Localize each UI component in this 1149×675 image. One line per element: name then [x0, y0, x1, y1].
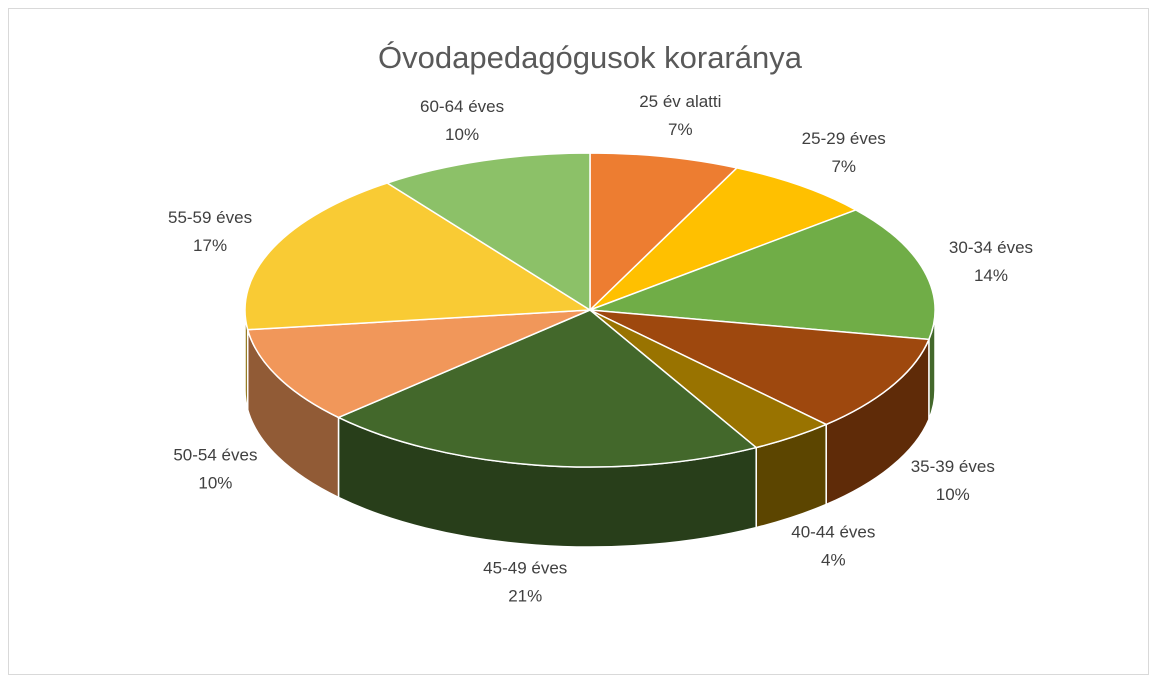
data-label-value: 10% — [445, 125, 479, 144]
data-label-category: 25-29 éves — [802, 130, 886, 149]
data-label-category: 55-59 éves — [168, 209, 252, 228]
data-label-category: 25 év alatti — [639, 92, 721, 111]
data-label-category: 40-44 éves — [791, 523, 875, 542]
data-label: 40-44 éves 4% — [791, 523, 875, 570]
data-label-value: 10% — [936, 485, 970, 504]
pie-slice — [336, 309, 758, 468]
data-label-value: 17% — [193, 237, 227, 256]
data-label-category: 45-49 éves — [483, 559, 567, 578]
data-label: 25-29 éves 7% — [802, 130, 886, 177]
pie-slice — [385, 152, 591, 312]
data-label: 35-39 éves 10% — [911, 457, 995, 504]
data-label: 50-54 éves 10% — [173, 446, 257, 493]
data-label-value: 4% — [821, 551, 846, 570]
data-label-category: 35-39 éves — [911, 457, 995, 476]
data-label: 60-64 éves 10% — [420, 97, 504, 144]
data-label: 30-34 éves 14% — [949, 239, 1033, 286]
pie-slice — [589, 309, 930, 426]
data-label: 25 év alatti 7% — [639, 92, 721, 139]
pie-slice — [589, 209, 936, 341]
pie-slice — [246, 309, 591, 419]
pie-slice — [589, 167, 858, 311]
data-label-category: 60-64 éves — [420, 97, 504, 116]
data-label: 55-59 éves 17% — [168, 209, 252, 256]
data-label-value: 21% — [508, 587, 542, 606]
chart-title: Óvodapedagógusok koraránya — [378, 40, 803, 75]
data-label-category: 30-34 éves — [949, 239, 1033, 258]
data-label-category: 50-54 éves — [173, 446, 257, 465]
data-label-value: 14% — [974, 267, 1008, 286]
data-label-value: 7% — [668, 120, 693, 139]
data-label-value: 7% — [831, 158, 856, 177]
data-label-value: 10% — [198, 474, 232, 493]
pie-slice — [589, 152, 739, 312]
pie-slice — [244, 182, 593, 331]
data-label: 45-49 éves 21% — [483, 559, 567, 606]
